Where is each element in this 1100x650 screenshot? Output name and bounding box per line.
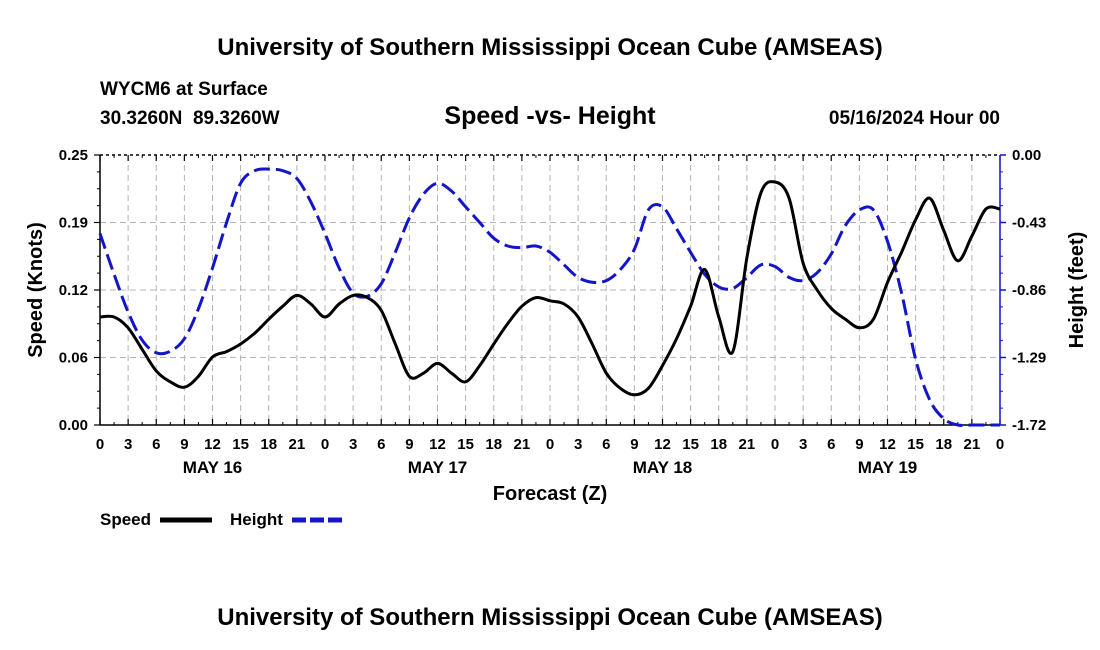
x-tick-label: 0 (771, 436, 779, 453)
footer-title: University of Southern Mississippi Ocean… (217, 604, 882, 631)
x-tick-label: 15 (907, 436, 924, 453)
x-tick-label: 0 (996, 436, 1004, 453)
height-series-line (98, 167, 1000, 427)
x-tick-label: 0 (546, 436, 554, 453)
speed-series-line (99, 180, 1001, 397)
x-tick-label: 6 (152, 436, 160, 453)
x-tick-label: 18 (935, 436, 952, 453)
x-tick-label: 3 (349, 436, 357, 453)
x-tick-label: 0 (96, 436, 104, 453)
x-tick-label: 15 (457, 436, 474, 453)
y2-tick-label: -0.43 (1012, 215, 1046, 232)
day-label: MAY 16 (183, 458, 243, 477)
station-label: WYCM6 at Surface (100, 79, 268, 100)
y-tick-label: 0.12 (59, 282, 88, 299)
y-tick-label: 0.25 (59, 147, 88, 164)
legend: Speed Height (100, 510, 342, 529)
x-tick-label: 21 (739, 436, 756, 453)
x-tick-label: 12 (654, 436, 671, 453)
x-tick-label: 6 (377, 436, 385, 453)
x-tick-label: 18 (485, 436, 502, 453)
x-axis-label: Forecast (Z) (493, 483, 607, 505)
x-tick-label: 18 (260, 436, 277, 453)
x-tick-label: 3 (124, 436, 132, 453)
x-tick-label: 9 (405, 436, 413, 453)
y-tick-label: 0.06 (59, 350, 88, 367)
y-axis-label: Speed (Knots) (25, 222, 47, 358)
x-tick-label: 21 (514, 436, 531, 453)
main-title: University of Southern Mississippi Ocean… (217, 34, 882, 61)
x-tick-label: 6 (827, 436, 835, 453)
x-tick-label: 9 (855, 436, 863, 453)
chart-subtitle: Speed -vs- Height (444, 102, 656, 130)
x-tick-label: 12 (204, 436, 221, 453)
forecast-datetime: 05/16/2024 Hour 00 (829, 108, 1000, 129)
y2-tick-label: -1.72 (1012, 417, 1046, 434)
x-tick-label: 6 (602, 436, 610, 453)
day-label: MAY 18 (633, 458, 693, 477)
y2-axis-label: Height (feet) (1066, 232, 1088, 349)
day-label: MAY 19 (858, 458, 918, 477)
x-tick-label: 18 (710, 436, 727, 453)
x-tick-label: 12 (429, 436, 446, 453)
legend-height-label: Height (230, 510, 283, 529)
x-tick-label: 12 (879, 436, 896, 453)
y2-tick-label: -1.29 (1012, 350, 1046, 367)
x-tick-label: 21 (964, 436, 981, 453)
legend-speed-label: Speed (100, 510, 151, 529)
x-tick-label: 3 (574, 436, 582, 453)
y2-tick-label: -0.86 (1012, 282, 1046, 299)
y-tick-label: 0.00 (59, 417, 88, 434)
plot-area: 0 3 6 9 12 15 18 21 0 3 6 9 12 15 18 21 0 3 6 9 12 15 18 21 0 3 6 9… (59, 147, 1046, 477)
y2-tick-label: 0.00 (1012, 147, 1041, 164)
day-label: MAY 17 (408, 458, 468, 477)
x-tick-label: 9 (180, 436, 188, 453)
coordinates-label: 30.3260N 89.3260W (100, 108, 280, 129)
y-tick-label: 0.19 (59, 215, 88, 232)
x-tick-label: 21 (289, 436, 306, 453)
x-tick-label: 15 (682, 436, 699, 453)
x-tick-label: 3 (799, 436, 807, 453)
x-tick-label: 0 (321, 436, 329, 453)
x-tick-label: 9 (630, 436, 638, 453)
x-tick-label: 15 (232, 436, 249, 453)
